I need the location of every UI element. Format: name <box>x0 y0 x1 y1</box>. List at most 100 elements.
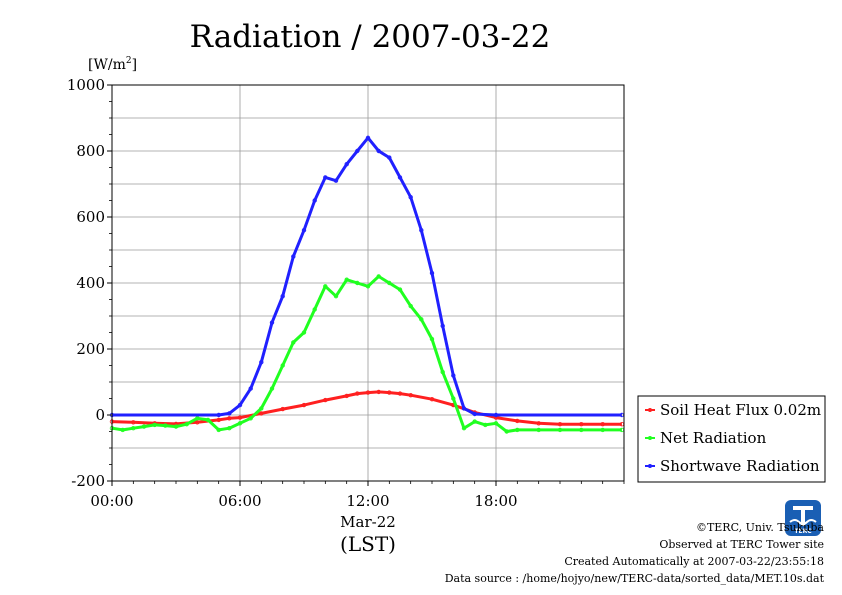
data-point <box>312 307 317 312</box>
data-point <box>205 417 211 423</box>
data-point <box>387 390 392 395</box>
data-point <box>504 429 509 434</box>
data-point <box>419 227 424 233</box>
data-point <box>184 422 189 427</box>
data-point <box>259 406 264 411</box>
data-point <box>493 421 499 426</box>
y-tick-label: -200 <box>71 472 105 490</box>
terc-logo: TERC <box>785 500 821 536</box>
series-line-2 <box>112 136 622 417</box>
data-point <box>429 270 435 276</box>
data-point <box>216 417 221 423</box>
data-point <box>493 412 499 418</box>
data-point <box>536 421 541 426</box>
y-unit-sup: 2 <box>126 56 132 66</box>
legend-label: Net Radiation <box>660 429 767 447</box>
data-point <box>408 303 413 309</box>
y-axis-unit-label: [W/m2] <box>88 56 137 73</box>
data-point <box>291 340 296 345</box>
data-point <box>387 155 392 160</box>
data-point <box>376 389 381 395</box>
data-point <box>131 420 136 425</box>
data-point <box>515 427 520 433</box>
data-point <box>355 391 360 396</box>
data-point <box>120 427 125 433</box>
x-axis: 00:00 06:00 12:00 18:00 <box>90 481 625 510</box>
data-point <box>248 416 253 421</box>
y-tick-label: 400 <box>76 274 105 292</box>
x-date-label: Mar-22 <box>340 513 396 531</box>
legend-marker <box>648 464 652 468</box>
data-point <box>152 422 157 428</box>
legend-label: Shortwave Radiation <box>660 457 820 475</box>
data-point <box>259 360 264 365</box>
data-point <box>237 421 243 426</box>
y-tick-label: 600 <box>76 208 105 226</box>
data-point <box>280 294 285 299</box>
data-point <box>248 386 253 391</box>
data-point <box>333 294 339 299</box>
logo-label: TERC <box>794 528 812 535</box>
data-point <box>419 317 424 322</box>
data-point <box>301 227 307 233</box>
data-point <box>461 426 467 431</box>
data-point <box>365 135 371 140</box>
data-point <box>259 411 264 416</box>
data-point <box>440 323 445 329</box>
chart-title: Radiation / 2007-03-22 <box>190 19 551 55</box>
data-point <box>163 423 168 428</box>
data-point <box>216 427 221 433</box>
data-point <box>557 427 563 433</box>
footer-source: Data source : /home/hojyo/new/TERC-data/… <box>444 572 824 585</box>
x-axis-label: (LST) <box>340 532 396 556</box>
data-point <box>451 373 456 378</box>
legend-marker <box>648 436 652 440</box>
data-point <box>600 422 605 427</box>
data-point <box>280 363 285 368</box>
data-point <box>429 397 435 402</box>
data-point <box>237 415 243 420</box>
y-tick-label: 0 <box>95 406 105 424</box>
data-point <box>141 424 147 429</box>
data-point <box>461 406 467 411</box>
y-unit-base: [W/m <box>88 57 126 73</box>
data-point <box>344 161 349 167</box>
data-point <box>227 411 232 416</box>
y-tick-label: 1000 <box>67 76 105 94</box>
data-point <box>483 422 488 428</box>
data-point <box>451 396 456 401</box>
data-point <box>269 320 275 325</box>
footer-created: Created Automatically at 2007-03-22/23:5… <box>564 555 824 568</box>
data-point <box>173 424 179 429</box>
data-point <box>312 198 317 203</box>
data-point <box>440 369 445 375</box>
data-point <box>387 280 392 286</box>
data-point <box>408 393 413 398</box>
data-point <box>291 254 296 259</box>
legend-label: Soil Heat Flux 0.02m <box>660 401 821 419</box>
data-point <box>131 426 136 431</box>
data-point <box>355 280 360 286</box>
data-point <box>323 175 328 180</box>
data-point <box>301 330 307 335</box>
data-point <box>557 422 563 427</box>
data-point <box>195 420 200 425</box>
series-line-0 <box>111 390 622 426</box>
data-point <box>365 390 371 395</box>
x-tick-label: 06:00 <box>218 492 261 510</box>
y-tick-label: 800 <box>76 142 105 160</box>
data-point <box>579 427 584 433</box>
data-point <box>376 148 381 154</box>
data-point <box>355 148 360 154</box>
x-tick-label: 18:00 <box>474 492 517 510</box>
footer-observed: Observed at TERC Tower site <box>659 538 824 551</box>
legend: Soil Heat Flux 0.02m Net Radiation Shortwa… <box>645 401 821 475</box>
data-point <box>472 419 477 424</box>
data-point <box>237 402 243 408</box>
data-point <box>227 416 232 421</box>
legend-marker <box>648 408 652 412</box>
data-point <box>333 178 339 183</box>
data-point <box>397 175 403 180</box>
data-point <box>408 194 413 200</box>
